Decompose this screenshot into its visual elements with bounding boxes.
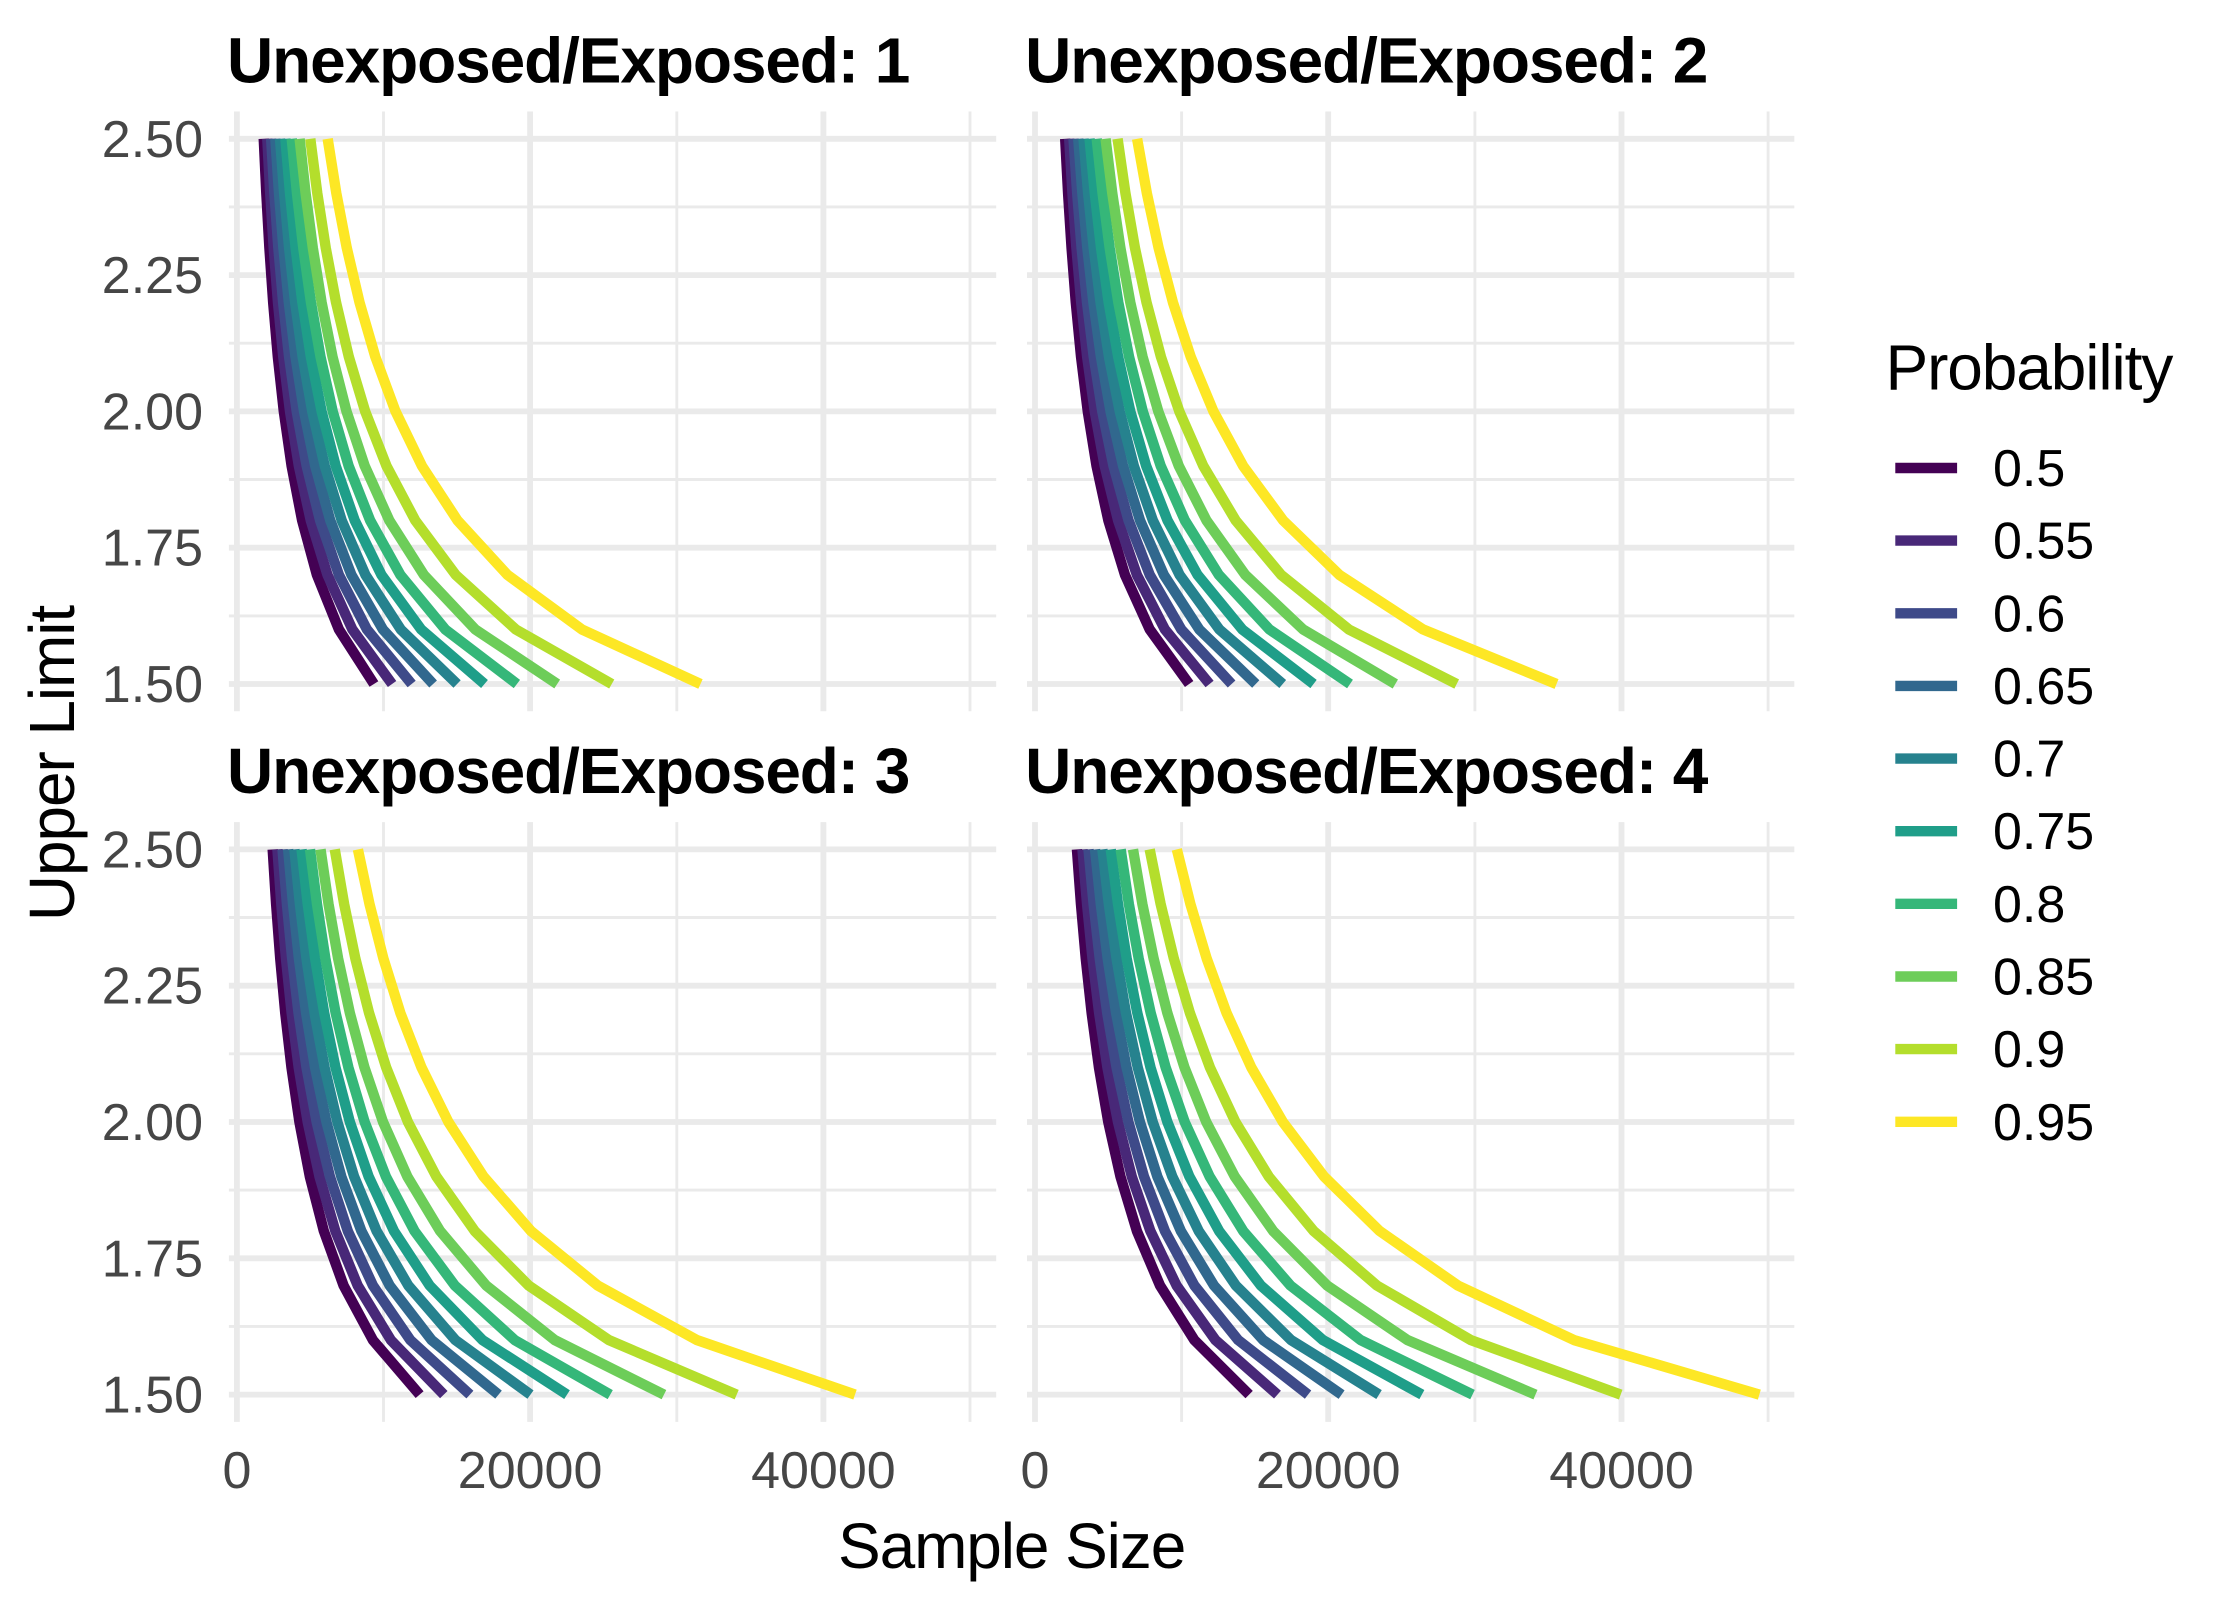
svg-text:20000: 20000	[458, 1442, 603, 1500]
svg-text:0.7: 0.7	[1993, 731, 2065, 789]
svg-text:2.50: 2.50	[102, 821, 203, 879]
svg-text:Unexposed/Exposed: 4: Unexposed/Exposed: 4	[1025, 735, 1709, 807]
svg-text:0.65: 0.65	[1993, 658, 2094, 716]
svg-text:2.00: 2.00	[102, 383, 203, 441]
svg-text:0.9: 0.9	[1993, 1021, 2065, 1079]
svg-text:Unexposed/Exposed: 3: Unexposed/Exposed: 3	[227, 735, 909, 807]
svg-text:0.75: 0.75	[1993, 803, 2094, 861]
svg-text:Sample Size: Sample Size	[838, 1510, 1185, 1582]
svg-text:Probability: Probability	[1886, 331, 2174, 403]
svg-text:0: 0	[1021, 1442, 1050, 1500]
svg-text:1.75: 1.75	[102, 1230, 203, 1288]
svg-text:1.50: 1.50	[102, 656, 203, 714]
svg-text:2.25: 2.25	[102, 958, 203, 1016]
svg-text:0.6: 0.6	[1993, 585, 2065, 643]
svg-text:2.25: 2.25	[102, 247, 203, 305]
svg-text:Unexposed/Exposed: 2: Unexposed/Exposed: 2	[1025, 25, 1707, 97]
svg-text:2.00: 2.00	[102, 1094, 203, 1152]
svg-text:20000: 20000	[1256, 1442, 1401, 1500]
svg-text:Unexposed/Exposed: 1: Unexposed/Exposed: 1	[227, 25, 909, 97]
svg-text:0.95: 0.95	[1993, 1094, 2094, 1152]
svg-text:0.8: 0.8	[1993, 876, 2065, 934]
svg-text:0.55: 0.55	[1993, 513, 2094, 571]
svg-text:0: 0	[222, 1442, 251, 1500]
svg-text:Upper Limit: Upper Limit	[16, 605, 88, 921]
svg-text:40000: 40000	[751, 1442, 896, 1500]
svg-text:40000: 40000	[1549, 1442, 1694, 1500]
svg-text:1.50: 1.50	[102, 1367, 203, 1425]
svg-text:1.75: 1.75	[102, 520, 203, 578]
svg-text:0.5: 0.5	[1993, 440, 2065, 498]
svg-text:0.85: 0.85	[1993, 949, 2094, 1007]
svg-text:2.50: 2.50	[102, 111, 203, 169]
